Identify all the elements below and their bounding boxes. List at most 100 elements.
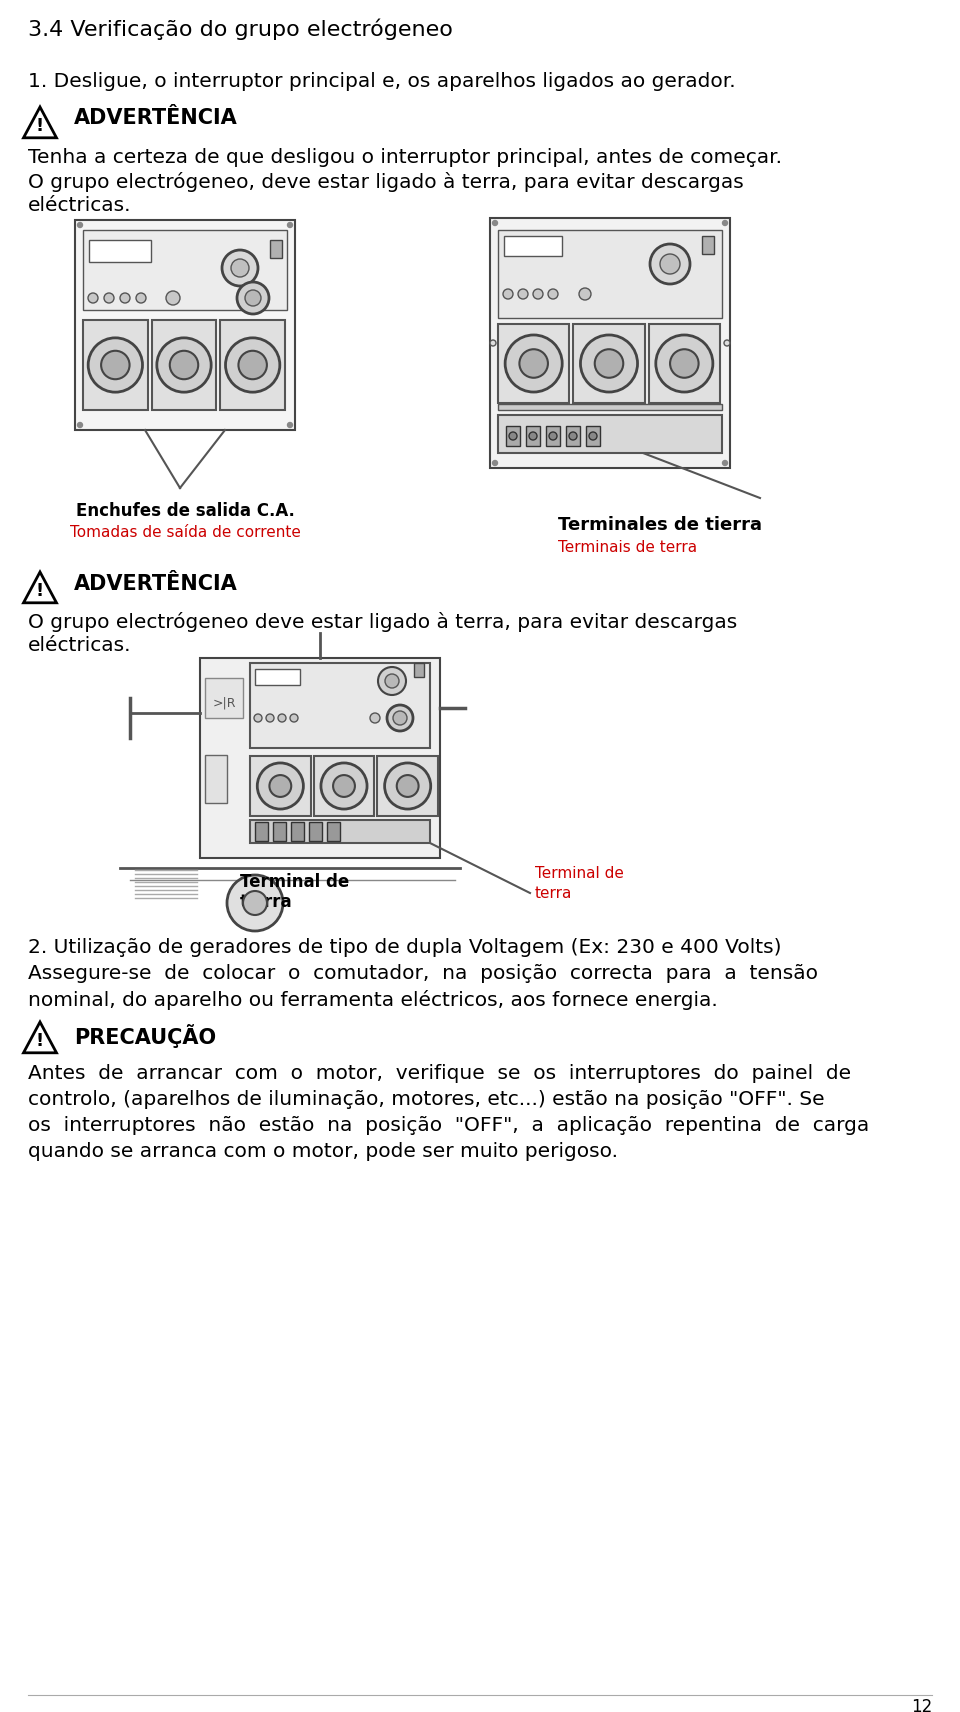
Text: Antes  de  arrancar  com  o  motor,  verifique  se  os  interruptores  do  paine: Antes de arrancar com o motor, verifique… (28, 1063, 852, 1084)
Bar (314, 757, 374, 817)
Polygon shape (23, 108, 57, 137)
Circle shape (231, 259, 249, 277)
Circle shape (257, 764, 303, 810)
Bar (250, 820, 430, 842)
Text: ADVERTÊNCIA: ADVERTÊNCIA (74, 108, 238, 128)
Circle shape (254, 714, 262, 722)
Circle shape (670, 349, 699, 378)
Bar (566, 426, 580, 447)
Bar (273, 822, 286, 841)
Bar (546, 426, 560, 447)
Circle shape (170, 351, 198, 380)
Text: 1. Desligue, o interruptor principal e, os aparelhos ligados ao gerador.: 1. Desligue, o interruptor principal e, … (28, 72, 735, 91)
Text: tierra: tierra (240, 894, 293, 911)
Circle shape (393, 710, 407, 724)
Circle shape (243, 890, 267, 914)
Bar (414, 663, 424, 676)
Text: ADVERTÊNCIA: ADVERTÊNCIA (74, 574, 238, 594)
Circle shape (660, 253, 680, 274)
Bar (586, 426, 600, 447)
Bar (200, 657, 440, 858)
Circle shape (385, 675, 399, 688)
Circle shape (370, 712, 380, 722)
Bar (255, 822, 268, 841)
Text: !: ! (36, 582, 44, 599)
Text: eléctricas.: eléctricas. (28, 635, 132, 656)
Circle shape (226, 337, 279, 392)
Bar (250, 757, 311, 817)
Bar (498, 229, 722, 318)
Circle shape (156, 337, 211, 392)
Text: Terminal de: Terminal de (535, 866, 624, 882)
Circle shape (245, 289, 261, 306)
Circle shape (529, 431, 537, 440)
Circle shape (290, 714, 298, 722)
Circle shape (287, 223, 293, 228)
Bar (250, 663, 430, 748)
Circle shape (101, 351, 130, 380)
Bar (498, 324, 569, 402)
Bar (504, 236, 562, 257)
Bar (377, 757, 438, 817)
Bar (89, 240, 151, 262)
Bar (205, 678, 243, 717)
Text: Assegure-se  de  colocar  o  comutador,  na  posição  correcta  para  a  tensão: Assegure-se de colocar o comutador, na p… (28, 964, 818, 983)
Text: O grupo electrógeneo deve estar ligado à terra, para evitar descargas: O grupo electrógeneo deve estar ligado à… (28, 611, 737, 632)
Text: 12: 12 (911, 1698, 932, 1712)
Text: O grupo electrógeneo, deve estar ligado à terra, para evitar descargas: O grupo electrógeneo, deve estar ligado … (28, 171, 744, 192)
Circle shape (321, 764, 367, 810)
Text: quando se arranca com o motor, pode ser muito perigoso.: quando se arranca com o motor, pode ser … (28, 1142, 618, 1161)
Bar (205, 755, 227, 803)
Circle shape (581, 336, 637, 392)
Bar (498, 404, 722, 409)
Text: terra: terra (535, 887, 572, 901)
Text: >|R: >|R (212, 697, 236, 709)
Text: Tenha a certeza de que desligou o interruptor principal, antes de começar.: Tenha a certeza de que desligou o interr… (28, 147, 782, 168)
Bar (573, 324, 645, 402)
Circle shape (505, 336, 563, 392)
Bar (702, 236, 714, 253)
Circle shape (227, 875, 283, 931)
Circle shape (78, 223, 83, 228)
Bar (506, 426, 520, 447)
Circle shape (533, 289, 543, 300)
Circle shape (166, 291, 180, 305)
Circle shape (579, 288, 591, 300)
Text: Terminal de: Terminal de (240, 873, 349, 890)
Text: !: ! (36, 1032, 44, 1049)
Circle shape (287, 423, 293, 428)
Circle shape (238, 351, 267, 380)
Bar (75, 221, 295, 430)
Bar (649, 324, 720, 402)
Text: os  interruptores  não  estão  na  posição  "OFF",  a  aplicação  repentina  de : os interruptores não estão na posição "O… (28, 1116, 869, 1135)
Circle shape (78, 423, 83, 428)
Bar (221, 320, 285, 409)
Circle shape (266, 714, 274, 722)
Circle shape (519, 349, 548, 378)
Bar (526, 426, 540, 447)
Text: nominal, do aparelho ou ferramenta eléctricos, aos fornece energia.: nominal, do aparelho ou ferramenta eléct… (28, 990, 718, 1010)
Circle shape (136, 293, 146, 303)
Circle shape (549, 431, 557, 440)
Circle shape (333, 776, 355, 796)
Circle shape (396, 776, 419, 796)
Circle shape (378, 668, 406, 695)
Text: Tomadas de saída de corrente: Tomadas de saída de corrente (69, 526, 300, 539)
Circle shape (569, 431, 577, 440)
Text: Enchufes de salida C.A.: Enchufes de salida C.A. (76, 502, 295, 520)
Text: 2. Utilização de geradores de tipo de dupla Voltagem (Ex: 230 e 400 Volts): 2. Utilização de geradores de tipo de du… (28, 938, 781, 957)
Polygon shape (23, 572, 57, 603)
Circle shape (595, 349, 623, 378)
Circle shape (492, 461, 497, 466)
Text: Terminales de tierra: Terminales de tierra (558, 515, 762, 534)
Text: Terminais de terra: Terminais de terra (558, 539, 697, 555)
Circle shape (650, 245, 690, 284)
Circle shape (492, 221, 497, 226)
Text: PRECAUÇÃO: PRECAUÇÃO (74, 1024, 216, 1048)
Circle shape (278, 714, 286, 722)
Circle shape (104, 293, 114, 303)
Circle shape (387, 705, 413, 731)
Text: eléctricas.: eléctricas. (28, 195, 132, 216)
Circle shape (724, 341, 730, 346)
Circle shape (723, 221, 728, 226)
